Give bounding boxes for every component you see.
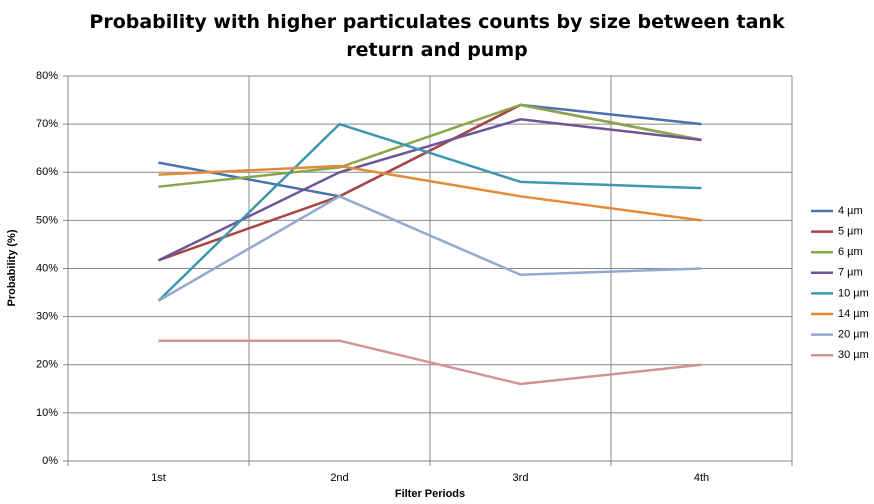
y-axis-label: Probability (%) [6,229,18,306]
y-tick-label: 60% [36,166,58,178]
series-line [158,164,702,222]
x-axis-label: Filter Periods [395,488,465,500]
legend-label: 4 µm [838,205,863,217]
x-tick-label: 1st [151,472,166,484]
legend-label: 30 µm [838,349,869,361]
y-tick-label: 80% [36,70,58,82]
y-tick-label: 0% [42,455,58,467]
legend-label: 20 µm [838,329,869,341]
legend-label: 7 µm [838,267,863,279]
y-tick-label: 30% [36,311,58,323]
x-tick-label: 2nd [330,472,348,484]
x-tick-label: 4th [694,472,709,484]
chart-title: Probability with higher particulates cou… [89,11,785,61]
y-tick-label: 70% [36,118,58,130]
legend-label: 10 µm [838,287,869,299]
x-tick-label: 3rd [513,472,529,484]
series-line [158,103,702,188]
legend-label: 6 µm [838,246,863,258]
y-tick-label: 20% [36,359,58,371]
series-line [157,118,702,262]
series-line [157,194,702,302]
series-line [157,122,702,302]
y-tick-label: 10% [36,407,58,419]
y-tick-label: 40% [36,262,58,274]
legend-label: 5 µm [838,226,863,238]
series-line [158,339,702,386]
legend-label: 14 µm [838,308,869,320]
y-tick-label: 50% [36,214,58,226]
